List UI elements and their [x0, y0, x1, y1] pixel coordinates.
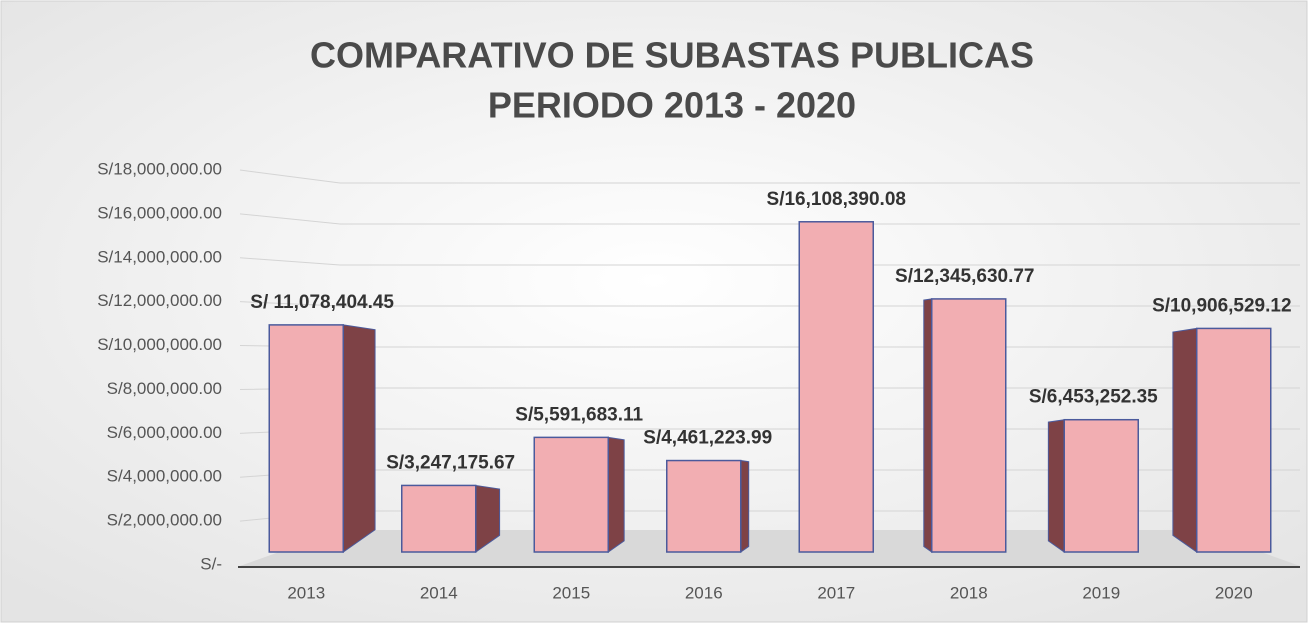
- bar: [798, 221, 874, 553]
- chart-subtitle: PERIODO 2013 - 2020: [488, 85, 856, 126]
- x-tick-label: 2014: [420, 583, 458, 602]
- grid-line: [239, 169, 1300, 184]
- y-tick-label: S/16,000,000.00: [97, 203, 222, 222]
- value-label: S/3,247,175.67: [386, 452, 515, 473]
- bar: [1196, 327, 1272, 553]
- bar-side: [923, 298, 933, 553]
- bar: [931, 298, 1007, 553]
- y-tick-label: S/4,000,000.00: [107, 467, 222, 486]
- y-tick-label: S/18,000,000.00: [97, 159, 222, 178]
- x-tick-label: 2018: [950, 583, 988, 602]
- x-tick-label: 2020: [1215, 583, 1253, 602]
- bar-side: [607, 436, 625, 553]
- grid-line: [239, 213, 1300, 225]
- x-tick-label: 2016: [685, 583, 723, 602]
- value-label: S/ 11,078,404.45: [250, 292, 394, 313]
- x-tick-label: 2019: [1082, 583, 1120, 602]
- x-tick-label: 2015: [552, 583, 590, 602]
- bar-side: [1172, 327, 1198, 553]
- floor: [240, 530, 1300, 566]
- value-label: S/6,453,252.35: [1029, 387, 1158, 408]
- y-tick-label: S/6,000,000.00: [107, 423, 222, 442]
- value-label: S/16,108,390.08: [767, 189, 906, 210]
- y-tick-label: S/12,000,000.00: [97, 291, 222, 310]
- bar-side: [1047, 419, 1065, 553]
- bar: [533, 436, 609, 553]
- x-tick-label: 2017: [817, 583, 855, 602]
- y-tick-label: S/2,000,000.00: [107, 511, 222, 530]
- y-tick-label: S/-: [200, 554, 222, 573]
- bar: [268, 324, 344, 553]
- bar: [1063, 418, 1139, 553]
- x-tick-label: 2013: [287, 583, 325, 602]
- y-tick-label: S/10,000,000.00: [97, 335, 222, 354]
- grid-line: [239, 257, 1300, 266]
- value-label: S/5,591,683.11: [515, 404, 643, 425]
- chart-title: COMPARATIVO DE SUBASTAS PUBLICAS: [310, 35, 1034, 76]
- y-tick-label: S/14,000,000.00: [97, 247, 222, 266]
- bar: [401, 484, 477, 553]
- y-tick-label: S/8,000,000.00: [107, 379, 222, 398]
- value-label: S/10,906,529.12: [1152, 295, 1291, 316]
- bar-side: [342, 324, 376, 553]
- value-label: S/4,461,223.99: [643, 428, 772, 449]
- bar-side: [740, 459, 750, 553]
- value-label: S/12,345,630.77: [895, 266, 1034, 287]
- bar: [666, 459, 742, 553]
